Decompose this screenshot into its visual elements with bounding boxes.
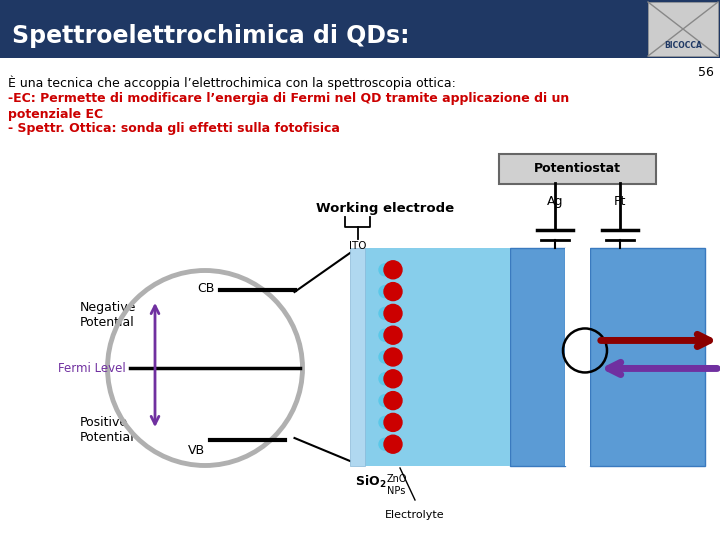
Bar (365, 248, 415, 466)
Text: È una tecnica che accoppia l’elettrochimica con la spettroscopia ottica:: È una tecnica che accoppia l’elettrochim… (8, 76, 456, 91)
Circle shape (379, 329, 391, 341)
Circle shape (384, 348, 402, 366)
Text: Working electrode: Working electrode (316, 202, 454, 215)
Bar (350, 248, 365, 466)
Bar (415, 248, 510, 466)
Text: Spettroelettrochimica di QDs:: Spettroelettrochimica di QDs: (12, 24, 410, 48)
Text: Positive
Potential: Positive Potential (80, 416, 135, 444)
Text: 56: 56 (698, 66, 714, 79)
Circle shape (379, 395, 391, 407)
FancyBboxPatch shape (499, 154, 656, 184)
Circle shape (379, 307, 391, 319)
Text: Electrolyte: Electrolyte (385, 510, 445, 520)
Text: -EC: Permette di modificare l’energia di Fermi nel QD tramite applicazione di un: -EC: Permette di modificare l’energia di… (8, 92, 570, 105)
Circle shape (379, 264, 391, 276)
Bar (590, 248, 705, 466)
Text: Fermi Level: Fermi Level (58, 361, 126, 375)
Text: potenziale EC: potenziale EC (8, 108, 103, 121)
Circle shape (379, 416, 391, 428)
Text: Ag: Ag (546, 195, 563, 208)
Text: VB: VB (188, 444, 205, 457)
Bar (510, 248, 565, 466)
Circle shape (379, 351, 391, 363)
Circle shape (379, 286, 391, 298)
Text: - Spettr. Ottica: sonda gli effetti sulla fotofisica: - Spettr. Ottica: sonda gli effetti sull… (8, 122, 340, 135)
Bar (648, 2, 718, 56)
Circle shape (384, 370, 402, 388)
Text: ITO: ITO (348, 241, 366, 251)
Circle shape (384, 261, 402, 279)
Text: Pt: Pt (614, 195, 626, 208)
Text: BICOCCA: BICOCCA (664, 41, 702, 50)
Text: $\mathbf{SiO_2}$: $\mathbf{SiO_2}$ (355, 474, 387, 490)
Text: Potentiostat: Potentiostat (534, 163, 621, 176)
Circle shape (384, 326, 402, 344)
Circle shape (384, 435, 402, 453)
Bar (0, 0, 720, 58)
Text: CB: CB (197, 281, 215, 294)
Circle shape (384, 282, 402, 301)
Text: Negative
Potential: Negative Potential (80, 301, 136, 329)
Circle shape (384, 305, 402, 322)
Circle shape (379, 438, 391, 450)
Bar (565, 248, 590, 466)
Text: ZnO
NPs: ZnO NPs (387, 474, 408, 496)
Circle shape (384, 392, 402, 410)
Circle shape (384, 414, 402, 431)
Circle shape (379, 373, 391, 385)
